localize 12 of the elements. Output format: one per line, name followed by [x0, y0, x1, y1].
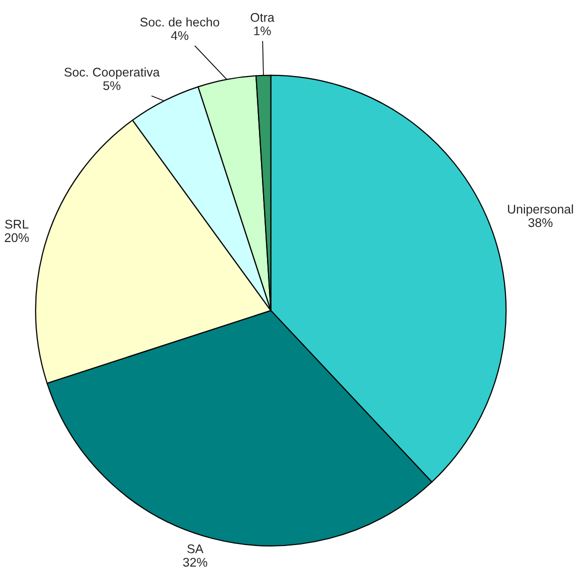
slice-label: Otra	[250, 12, 274, 22]
data-label: 5%	[103, 81, 120, 90]
data-label: 4%	[170, 31, 188, 40]
data-label: 32%	[183, 558, 208, 567]
data-label: 1%	[254, 26, 271, 36]
data-label: 20%	[4, 233, 29, 242]
slice-label: SRL	[5, 220, 28, 229]
slice-label: Soc. Cooperativa	[64, 67, 160, 80]
data-label: 38%	[528, 218, 552, 228]
slice-label: Unipersonal	[508, 204, 573, 216]
slice-label: SA	[187, 544, 204, 554]
slice-label: Soc. de hecho	[140, 17, 220, 27]
